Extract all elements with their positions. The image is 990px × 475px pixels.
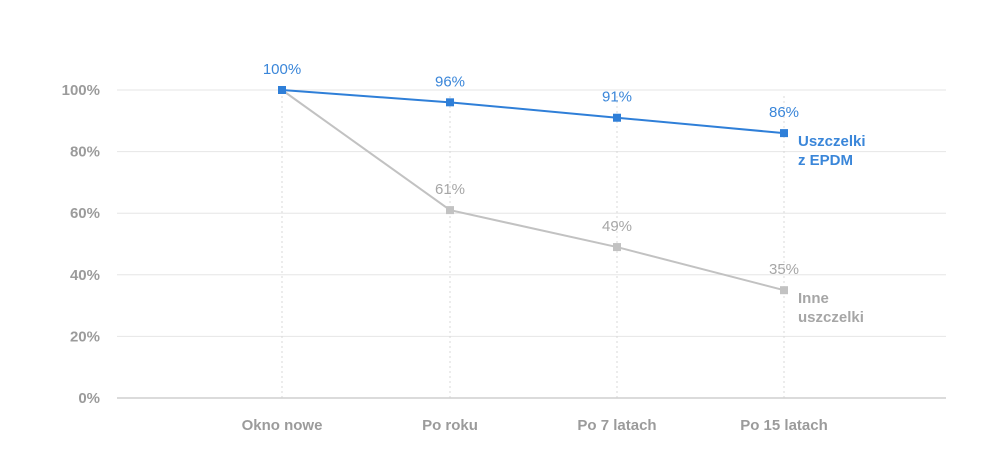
data-point bbox=[780, 129, 788, 138]
data-point bbox=[613, 113, 621, 122]
series-name-label: Uszczelki bbox=[798, 133, 866, 150]
x-tick-label: Po 7 latach bbox=[577, 417, 656, 434]
data-point bbox=[446, 98, 454, 107]
y-axis-ticks: 0% 20% 40% 60% 80% 100% bbox=[62, 82, 100, 407]
data-point bbox=[278, 86, 286, 94]
y-tick-label: 0% bbox=[78, 390, 100, 407]
y-tick-label: 100% bbox=[62, 82, 100, 99]
data-point bbox=[613, 243, 621, 252]
data-label: 61% bbox=[435, 181, 465, 198]
x-tick-label: Okno nowe bbox=[242, 417, 323, 434]
series-0: 100% 96% 91% 86% Uszczelki z EPDM bbox=[263, 61, 866, 169]
series-line bbox=[281, 89, 785, 135]
data-label: 86% bbox=[769, 104, 799, 121]
series-name-label: z EPDM bbox=[798, 152, 853, 169]
series-name-label: uszczelki bbox=[798, 309, 864, 326]
series-name-label: Inne bbox=[798, 290, 829, 307]
data-label: 91% bbox=[602, 89, 632, 106]
data-label: 96% bbox=[435, 73, 465, 90]
vertical-guides bbox=[281, 96, 785, 398]
data-label: 100% bbox=[263, 61, 301, 78]
series-1: 61% 49% 35% Inne uszczelki bbox=[278, 86, 864, 326]
y-tick-label: 40% bbox=[70, 267, 100, 284]
x-tick-label: Po 15 latach bbox=[740, 417, 828, 434]
data-point bbox=[780, 286, 788, 295]
y-tick-label: 20% bbox=[70, 328, 100, 345]
data-label: 49% bbox=[602, 218, 632, 235]
data-point bbox=[446, 206, 454, 215]
y-tick-label: 60% bbox=[70, 205, 100, 222]
series-group: 61% 49% 35% Inne uszczelki 100% 96% 91% 86% Uszcz… bbox=[263, 61, 866, 326]
x-tick-label: Po roku bbox=[422, 417, 478, 434]
series-line bbox=[281, 89, 785, 292]
x-axis-ticks: Okno nowe Po roku Po 7 latach Po 15 latach bbox=[242, 417, 828, 434]
gridlines bbox=[117, 89, 946, 337]
y-tick-label: 80% bbox=[70, 144, 100, 161]
data-label: 35% bbox=[769, 261, 799, 278]
